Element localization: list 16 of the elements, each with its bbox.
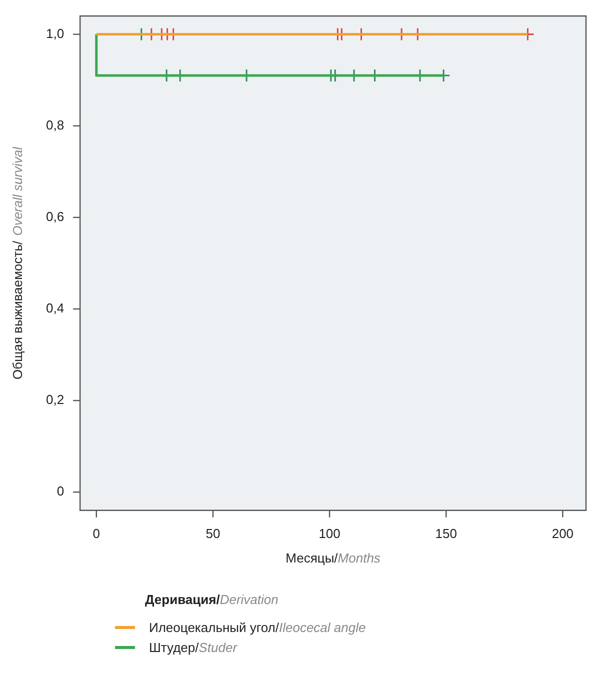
y-tick-label: 0,4 [46,300,64,316]
y-tick-label: 0,2 [46,392,64,408]
x-tick-label: 100 [318,526,340,541]
y-tick-label: 0,8 [46,117,64,132]
x-tick-label: 200 [552,526,574,541]
x-tick-label: 50 [206,526,220,541]
legend-label: Штудер/Studer [149,640,238,654]
y-tick-label: 1,0 [46,26,64,41]
legend-label: Илеоцекальный угол/Ileocecal angle [149,620,366,634]
x-tick-label: 0 [92,526,100,541]
y-tick-label: 0,6 [46,209,64,224]
y-axis-title: Общая выживаемость/Overall survival [10,146,25,380]
x-axis-title: Месяцы/Months [286,550,381,566]
legend-title: Деривация/Derivation [145,592,280,607]
x-tick-label: 150 [435,526,457,541]
y-tick-label: 0 [56,484,64,499]
